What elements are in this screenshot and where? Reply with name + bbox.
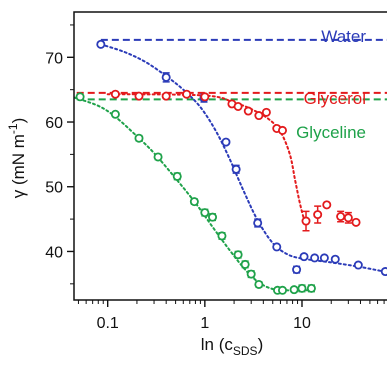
data-markers: [75, 39, 387, 295]
water-data-point: [292, 265, 302, 275]
glycerol-data-point: [110, 89, 120, 99]
glycerol-data-point: [182, 89, 192, 99]
glyceline-data-point: [254, 279, 264, 289]
glyceline-data-point: [208, 212, 218, 222]
y-axis-label-superscript: -1: [6, 123, 20, 134]
x-tick-label: 10: [293, 315, 311, 332]
glycerol-data-point: [277, 125, 287, 135]
y-tick-label: 60: [45, 115, 63, 132]
glyceline-data-point: [172, 171, 182, 181]
y-tick-label: 50: [45, 180, 63, 197]
glycerol-data-point: [134, 91, 144, 101]
legend-label-glyceline: Glyceline: [296, 123, 366, 142]
glyceline-data-point: [297, 283, 307, 293]
glyceline-data-point: [200, 208, 210, 218]
water-data-point: [330, 254, 340, 264]
glyceline-data-point: [277, 285, 287, 295]
x-axis-ticks: 0.1 1 10: [77, 300, 385, 332]
glycerol-fit-curve: [106, 93, 308, 223]
axes: [73, 11, 387, 301]
x-axis-label: ln (cSDS): [201, 335, 263, 358]
glycerol-data-point: [343, 213, 353, 223]
legend: Water Glycerol Glyceline: [296, 27, 366, 142]
fit-curves: [74, 43, 387, 292]
y-axis-ticks: 40 50 60 70: [45, 24, 74, 285]
glycerol-data-point: [313, 210, 323, 220]
glycerol-data-point: [161, 91, 171, 101]
water-data-point: [319, 253, 329, 263]
water-data-point: [253, 218, 263, 228]
glycerol-data-point: [301, 216, 311, 226]
glycerol-data-point: [200, 92, 210, 102]
water-data-point: [221, 137, 231, 147]
glyceline-data-point: [246, 269, 256, 279]
x-tick-label: 0.1: [97, 315, 119, 332]
glyceline-data-point: [189, 197, 199, 207]
legend-label-water: Water: [321, 27, 366, 46]
plot-frame: [73, 11, 387, 301]
glyceline-data-point: [306, 283, 316, 293]
reference-lines: [76, 38, 387, 101]
water-data-point: [231, 164, 241, 174]
y-tick-label: 70: [45, 50, 63, 67]
glycerol-data-point: [254, 111, 264, 121]
y-axis-label: γ (mN m-1): [6, 118, 28, 199]
water-series: [96, 39, 387, 277]
y-axis-label-tail: ): [9, 118, 28, 124]
water-fit-curve: [99, 43, 387, 274]
glyceline-data-point: [289, 285, 299, 295]
glycerol-data-point: [233, 101, 243, 111]
y-tick-label: 40: [45, 244, 63, 261]
glycerol-data-point: [243, 106, 253, 116]
water-data-point: [310, 253, 320, 263]
glyceline-data-point: [217, 231, 227, 241]
x-axis-label-tail: ): [258, 335, 264, 354]
y-axis-label-main: γ (mN m: [9, 134, 28, 198]
glyceline-data-point: [110, 109, 120, 119]
glyceline-data-point: [153, 152, 163, 162]
glyceline-data-point: [75, 92, 85, 102]
x-tick-label: 1: [200, 315, 209, 332]
water-data-point: [353, 260, 363, 270]
water-data-point: [380, 267, 387, 277]
glyceline-data-point: [134, 133, 144, 143]
glyceline-data-point: [233, 250, 243, 260]
glycerol-data-point: [351, 217, 361, 227]
glyceline-series: [75, 92, 316, 295]
water-data-point: [299, 252, 309, 262]
glycerol-data-point: [322, 200, 332, 210]
glycerol-data-point: [261, 107, 271, 117]
glycerol-series: [110, 89, 361, 232]
glycerol-data-point: [336, 212, 346, 222]
water-data-point: [272, 242, 282, 252]
glyceline-data-point: [240, 259, 250, 269]
x-axis-label-main: ln (c: [201, 335, 234, 354]
x-axis-label-subscript: SDS: [233, 344, 258, 358]
water-data-point: [96, 39, 106, 49]
water-data-point: [161, 72, 171, 82]
legend-label-glycerol: Glycerol: [304, 89, 366, 108]
